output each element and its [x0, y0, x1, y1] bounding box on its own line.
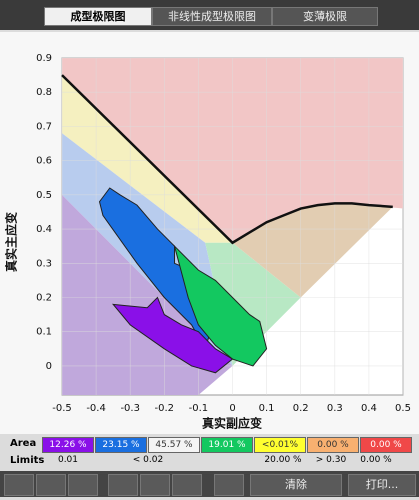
tool-button[interactable] — [214, 474, 244, 496]
strain-cloud — [111, 296, 234, 374]
tool-button[interactable] — [68, 474, 98, 496]
tab-bar: 成型极限图 非线性成型极限图 变薄极限 — [0, 0, 419, 30]
area-cell: 19.01 % — [201, 437, 253, 453]
toolbar: 清除 打印... — [0, 471, 419, 497]
y-tick-label: 0.9 — [36, 53, 52, 64]
limits-row: Limits 0.01 < 0.02 20.00 % > 0.30 0.00 % — [0, 455, 419, 469]
x-tick-label: 0.2 — [293, 403, 309, 414]
x-tick-label: -0.1 — [189, 403, 209, 414]
y-tick-label: 0.5 — [36, 190, 52, 201]
y-tick-label: 0.3 — [36, 258, 52, 269]
x-tick-label: 0.5 — [395, 403, 411, 414]
y-tick-label: 0.2 — [36, 292, 52, 303]
limit-value: 20.00 % — [264, 455, 302, 465]
y-axis-label: 真实主应变 — [4, 212, 19, 272]
flc-curve — [61, 74, 393, 245]
x-tick-label: -0.5 — [52, 403, 72, 414]
limit-value: 0.01 — [57, 455, 79, 465]
tool-button[interactable] — [36, 474, 66, 496]
tab[interactable]: 非线性成型极限图 — [152, 7, 272, 26]
x-axis-label: 真实副应变 — [202, 416, 262, 431]
tab[interactable]: 成型极限图 — [44, 7, 152, 26]
y-tick-label: 0.7 — [36, 121, 52, 132]
x-tick-label: 0.1 — [259, 403, 275, 414]
chart: 真实主应变 真实副应变 -0.5 -0.4 -0.3 -0.2 -0.1 0 0.1 0.2 0… — [0, 32, 419, 434]
limits-label: Limits — [10, 455, 45, 466]
strain-cloud — [173, 244, 268, 367]
y-tick-label: 0 — [46, 361, 52, 372]
y-tick-label: 0.1 — [36, 327, 52, 338]
area-cell: 12.26 % — [42, 437, 94, 453]
area-cell: <0.01% — [254, 437, 306, 453]
limit-value: > 0.30 — [315, 455, 347, 465]
tool-button[interactable] — [172, 474, 202, 496]
print-button[interactable]: 打印... — [348, 474, 416, 496]
area-cell: 0.00 % — [307, 437, 359, 453]
x-tick-label: 0 — [229, 403, 235, 414]
tool-button[interactable] — [4, 474, 34, 496]
x-tick-label: 0.3 — [327, 403, 343, 414]
y-tick-label: 0.8 — [36, 87, 52, 98]
x-tick-label: -0.3 — [120, 403, 140, 414]
area-cell: 45.57 % — [148, 437, 200, 453]
limit-value: < 0.02 — [132, 455, 164, 465]
y-tick-label: 0.6 — [36, 156, 52, 167]
x-tick-label: -0.2 — [155, 403, 175, 414]
clear-button[interactable]: 清除 — [250, 474, 342, 496]
area-cell: 0.00 % — [360, 437, 412, 453]
x-tick-label: 0.4 — [361, 403, 377, 414]
x-tick-label: -0.4 — [86, 403, 106, 414]
zone — [232, 203, 393, 298]
area-cell: 23.15 % — [95, 437, 147, 453]
limit-value: 0.00 % — [360, 455, 392, 465]
area-label: Area — [10, 438, 37, 449]
tab[interactable]: 变薄极限 — [272, 7, 378, 26]
tool-button[interactable] — [140, 474, 170, 496]
tool-button[interactable] — [108, 474, 138, 496]
y-tick-label: 0.4 — [36, 224, 52, 235]
area-row: Area 12.26 % 23.15 % 45.57 % 19.01 % <0.01% 0… — [0, 437, 419, 453]
